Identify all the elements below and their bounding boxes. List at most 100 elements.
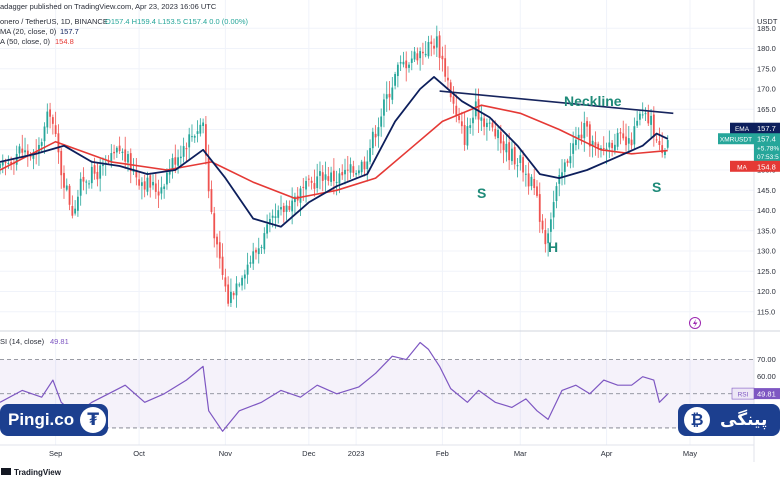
candle bbox=[469, 118, 472, 134]
candle bbox=[630, 132, 633, 150]
candle bbox=[138, 172, 141, 190]
candle-body bbox=[363, 161, 366, 170]
candle bbox=[513, 143, 516, 170]
candle bbox=[452, 86, 455, 114]
candle-body bbox=[68, 185, 71, 205]
candle bbox=[218, 230, 221, 269]
candle bbox=[399, 55, 402, 72]
ma-price-tag-value-bg bbox=[754, 160, 780, 172]
candle bbox=[346, 155, 349, 182]
candle bbox=[79, 172, 82, 206]
candle-body bbox=[602, 148, 605, 150]
candle bbox=[307, 174, 310, 187]
candle-body bbox=[143, 181, 146, 190]
candle-body bbox=[271, 215, 274, 218]
candle bbox=[588, 121, 591, 157]
lightning-icon[interactable] bbox=[689, 317, 701, 329]
candle-body bbox=[232, 292, 235, 296]
candle-body bbox=[332, 170, 335, 182]
ma-price-tag-label-bg bbox=[730, 160, 754, 172]
candle-body bbox=[516, 165, 519, 167]
candle bbox=[266, 214, 269, 239]
candle bbox=[658, 127, 661, 151]
right-shoulder-label: S bbox=[652, 179, 661, 195]
ma-legend-value: 154.8 bbox=[55, 37, 74, 46]
ema-legend-value: 157.7 bbox=[60, 27, 79, 36]
candle bbox=[204, 115, 207, 165]
candle-body bbox=[213, 213, 216, 239]
candle-body bbox=[135, 169, 138, 178]
candle bbox=[402, 51, 405, 68]
candle-body bbox=[469, 125, 472, 128]
candle bbox=[74, 200, 77, 216]
candle-body bbox=[168, 171, 171, 175]
price-tags: EMA 157.7 XMRUSDT 157.4 +5.78%07:53:5 MA 154.8… bbox=[718, 122, 780, 400]
candle-body bbox=[218, 242, 221, 259]
candle bbox=[88, 180, 90, 189]
candle bbox=[1, 154, 4, 174]
candle-body bbox=[572, 143, 575, 154]
candle-body bbox=[644, 113, 647, 115]
price-tick-label: 175.0 bbox=[757, 64, 776, 73]
candle-body bbox=[210, 189, 213, 213]
candle-body bbox=[227, 284, 230, 304]
price-tick-label: 125.0 bbox=[757, 267, 776, 276]
candle-body bbox=[252, 251, 255, 264]
candle-body bbox=[422, 51, 424, 54]
candle-body bbox=[76, 196, 79, 211]
candle bbox=[310, 176, 313, 190]
candle bbox=[355, 170, 358, 178]
candle bbox=[600, 145, 602, 158]
rsi-tag-value: 49.81 bbox=[757, 390, 776, 399]
candle bbox=[49, 102, 51, 129]
candle bbox=[202, 118, 205, 134]
candle-body bbox=[452, 96, 455, 104]
candle-body bbox=[449, 82, 452, 98]
candle bbox=[140, 177, 143, 200]
candle-body bbox=[26, 150, 29, 156]
candle bbox=[252, 242, 255, 270]
candle-body bbox=[257, 248, 260, 255]
price-tick-label: 130.0 bbox=[757, 247, 776, 256]
candle bbox=[655, 135, 658, 143]
candle-body bbox=[294, 196, 296, 203]
candle-body bbox=[366, 161, 369, 170]
candle bbox=[154, 173, 157, 199]
candle-body bbox=[193, 136, 196, 138]
candle bbox=[472, 107, 474, 136]
neckline-line bbox=[439, 90, 674, 115]
candle bbox=[143, 174, 146, 198]
candle-body bbox=[338, 173, 341, 184]
footer-text: TradingView bbox=[14, 468, 62, 477]
candle-body bbox=[655, 139, 658, 141]
watermark-right-text: پینگی bbox=[720, 410, 768, 430]
candle bbox=[441, 46, 444, 72]
candle bbox=[207, 144, 210, 199]
candle bbox=[0, 161, 1, 175]
candle bbox=[285, 200, 288, 221]
candles bbox=[0, 25, 669, 308]
candle-body bbox=[627, 138, 630, 144]
candle bbox=[363, 156, 366, 177]
candle bbox=[257, 237, 260, 264]
candle-body bbox=[399, 62, 402, 64]
candle-body bbox=[346, 169, 349, 171]
ema-price-tag: EMA 157.7 bbox=[730, 122, 780, 134]
candle bbox=[424, 41, 427, 58]
candle-body bbox=[241, 277, 243, 286]
rsi-tag-value-bg bbox=[754, 388, 780, 400]
candle bbox=[305, 176, 307, 203]
candle-body bbox=[488, 122, 491, 124]
candle bbox=[43, 122, 46, 154]
candle-body bbox=[547, 233, 550, 244]
candle bbox=[538, 182, 541, 233]
candle bbox=[396, 62, 399, 88]
candle bbox=[344, 158, 346, 185]
symbol-tag-value-bg bbox=[754, 133, 780, 164]
candle bbox=[149, 172, 152, 198]
time-axis[interactable]: Sep Oct Nov Dec 2023 Feb Mar Apr May bbox=[0, 444, 754, 458]
candle-body bbox=[455, 105, 458, 116]
candle-body bbox=[413, 51, 416, 60]
candle-body bbox=[305, 180, 307, 190]
